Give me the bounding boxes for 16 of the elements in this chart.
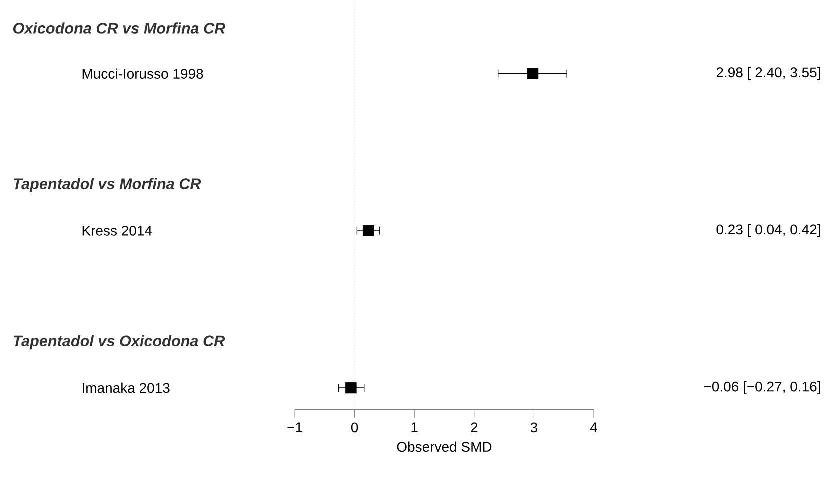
y-tick-label: Imanaka 2013 <box>83 382 170 394</box>
x-tick-label: 3 <box>530 422 538 433</box>
x-tick-label: 0 <box>351 422 358 433</box>
data-label: 0.23 [ 0.04, 0.42] <box>716 224 820 238</box>
x-tick-label: −1 <box>288 422 302 432</box>
data-label: 2.98 [ 2.40, 3.55] <box>716 67 820 80</box>
text: Oxicodona CR vs Morfina CR <box>13 22 226 34</box>
y-tick-label: Mucci-Iorusso 1998 <box>82 68 204 79</box>
x-tick-label: 4 <box>590 422 598 432</box>
text: Tapentadol vs Oxicodona CR <box>14 335 226 350</box>
y-tick-label: Kress 2014 <box>82 226 152 236</box>
x-tick-label: 2 <box>471 422 478 432</box>
data-label: −0.06 [−0.27, 0.16] <box>704 381 820 395</box>
x-tick-label: 1 <box>412 422 418 432</box>
x-axis-title: Observed SMD <box>397 442 492 452</box>
text: Tapentadol vs Morfina CR <box>14 178 202 193</box>
